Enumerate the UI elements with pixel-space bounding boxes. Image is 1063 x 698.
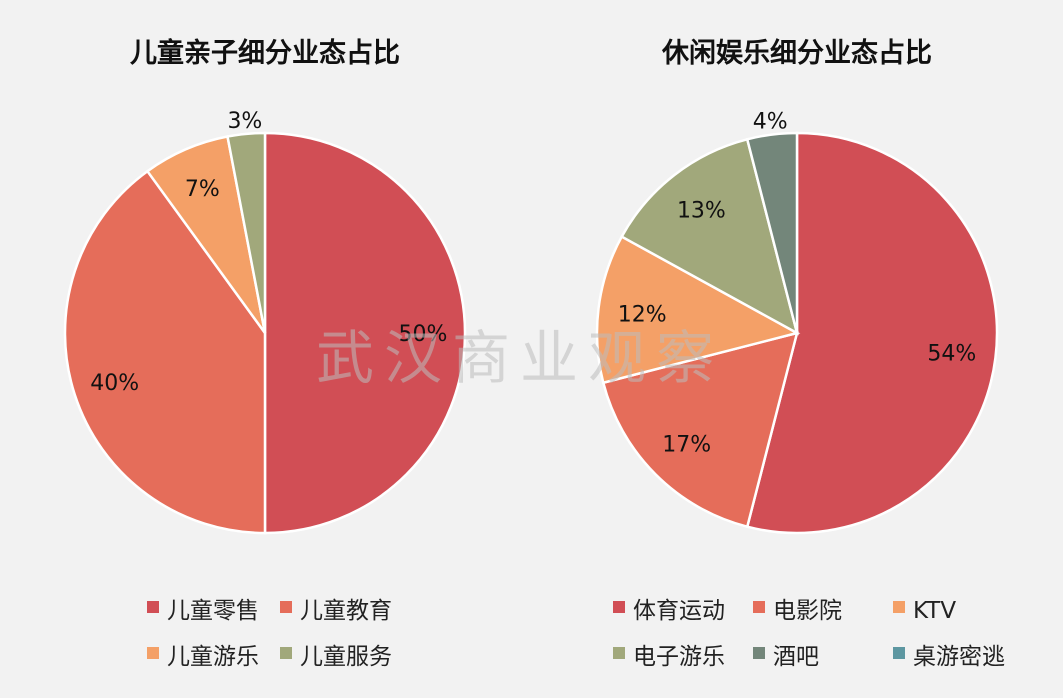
pie-data-label-3: 12% bbox=[618, 302, 667, 327]
legend-label: 儿童零售 bbox=[167, 598, 259, 624]
legend-swatch bbox=[280, 601, 292, 613]
pie-slice-2 bbox=[63, 169, 267, 535]
legend-label: 体育运动 bbox=[633, 598, 725, 624]
legend-label: KTV bbox=[913, 598, 956, 624]
pie-data-label-4: 13% bbox=[677, 199, 726, 224]
right-chart-title: 休闲娱乐细分业态占比 bbox=[661, 37, 932, 69]
pie-data-label-4: 3% bbox=[227, 109, 262, 134]
legend-label: 桌游密逃 bbox=[913, 644, 1005, 670]
legend-label: 儿童服务 bbox=[300, 644, 392, 670]
legend-swatch bbox=[613, 601, 625, 613]
pie-data-label-1: 54% bbox=[927, 342, 976, 367]
legend-item-6: 桌游密逃 bbox=[893, 644, 1005, 670]
right-pie-labels: 54% 17% 12% 13% 4% bbox=[618, 110, 977, 458]
pie-slice-2 bbox=[601, 331, 799, 529]
pie-slice-3 bbox=[595, 234, 801, 385]
pie-slice-1 bbox=[263, 131, 467, 535]
legend-label: 电子游乐 bbox=[633, 644, 725, 670]
legend-swatch bbox=[893, 647, 905, 659]
legend-swatch bbox=[893, 601, 905, 613]
right-pie bbox=[595, 131, 999, 535]
legend-swatch bbox=[280, 647, 292, 659]
legend-item-2: 电影院 bbox=[753, 598, 842, 624]
pie-data-label-1: 50% bbox=[399, 322, 448, 347]
pie-data-label-2: 40% bbox=[90, 371, 139, 396]
legend-item-1: 体育运动 bbox=[613, 598, 725, 624]
legend-swatch bbox=[753, 647, 765, 659]
watermark-text: 武汉商业观察 bbox=[316, 324, 724, 392]
pie-slice-4 bbox=[226, 131, 267, 334]
legend-item-1: 儿童零售 bbox=[147, 598, 259, 624]
pie-data-label-3: 7% bbox=[185, 177, 220, 202]
right-legend: 体育运动 电影院 KTV 电子游乐 酒吧 桌游密逃 bbox=[613, 598, 1005, 670]
legend-swatch bbox=[147, 601, 159, 613]
legend-item-4: 儿童服务 bbox=[280, 644, 392, 670]
legend-swatch bbox=[613, 647, 625, 659]
left-pie-labels: 50% 40% 7% 3% bbox=[90, 109, 447, 396]
legend-swatch bbox=[147, 647, 159, 659]
pie-slice-5 bbox=[745, 131, 799, 334]
legend-item-3: 儿童游乐 bbox=[147, 644, 259, 670]
legend-swatch bbox=[753, 601, 765, 613]
left-chart-title: 儿童亲子细分业态占比 bbox=[130, 37, 400, 69]
legend-label: 酒吧 bbox=[773, 644, 819, 670]
legend-item-2: 儿童教育 bbox=[280, 598, 392, 624]
left-pie bbox=[63, 131, 467, 535]
legend-label: 儿童教育 bbox=[300, 598, 392, 624]
legend-item-3: KTV bbox=[893, 598, 956, 624]
legend-item-4: 电子游乐 bbox=[613, 644, 725, 670]
legend-item-5: 酒吧 bbox=[753, 644, 819, 670]
pie-slice-4 bbox=[620, 137, 799, 336]
pie-data-label-5: 4% bbox=[753, 110, 788, 135]
pie-slice-1 bbox=[745, 131, 999, 535]
right-chart: 休闲娱乐细分业态占比 54% 17% 12% 13% 4% 体育运动 电影院 KTV 电子游乐… bbox=[595, 37, 1005, 670]
legend-label: 儿童游乐 bbox=[167, 644, 259, 670]
pie-data-label-2: 17% bbox=[662, 432, 711, 457]
legend-label: 电影院 bbox=[773, 598, 842, 624]
